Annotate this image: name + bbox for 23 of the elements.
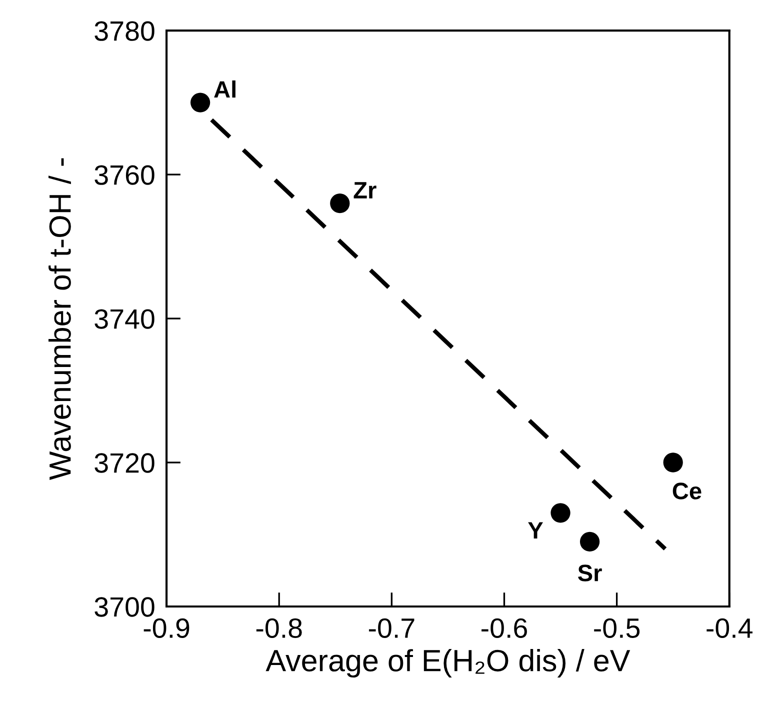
x-tick-label: -0.7 [368, 618, 414, 638]
point [580, 532, 600, 552]
point [550, 503, 570, 523]
annotation: Al [214, 80, 236, 98]
y-tick-label: 3700 [94, 597, 154, 617]
x-tick-label: -0.5 [594, 618, 640, 638]
y-tick-label: 3780 [94, 21, 154, 41]
annotation: Sr [578, 564, 602, 582]
x-tick-label: -0.4 [706, 618, 752, 638]
point [190, 92, 210, 112]
x-tick-label: -0.9 [144, 618, 190, 638]
point [330, 194, 350, 214]
y-tick-label: 3740 [94, 309, 154, 329]
x-axis-title: Average of E(H₂O dis) / eV [266, 649, 630, 678]
annotation: Zr [354, 182, 376, 198]
annotation: Y [528, 522, 544, 538]
y-tick-label: 3760 [94, 165, 154, 185]
annotation: Ce [672, 482, 702, 500]
x-tick-label: -0.6 [482, 618, 527, 638]
y-tick-label: 3720 [94, 453, 154, 473]
x-tick-label: -0.8 [256, 618, 302, 638]
point [663, 452, 683, 472]
y-axis-title: Wavenumber of t-OH / - [48, 158, 71, 480]
